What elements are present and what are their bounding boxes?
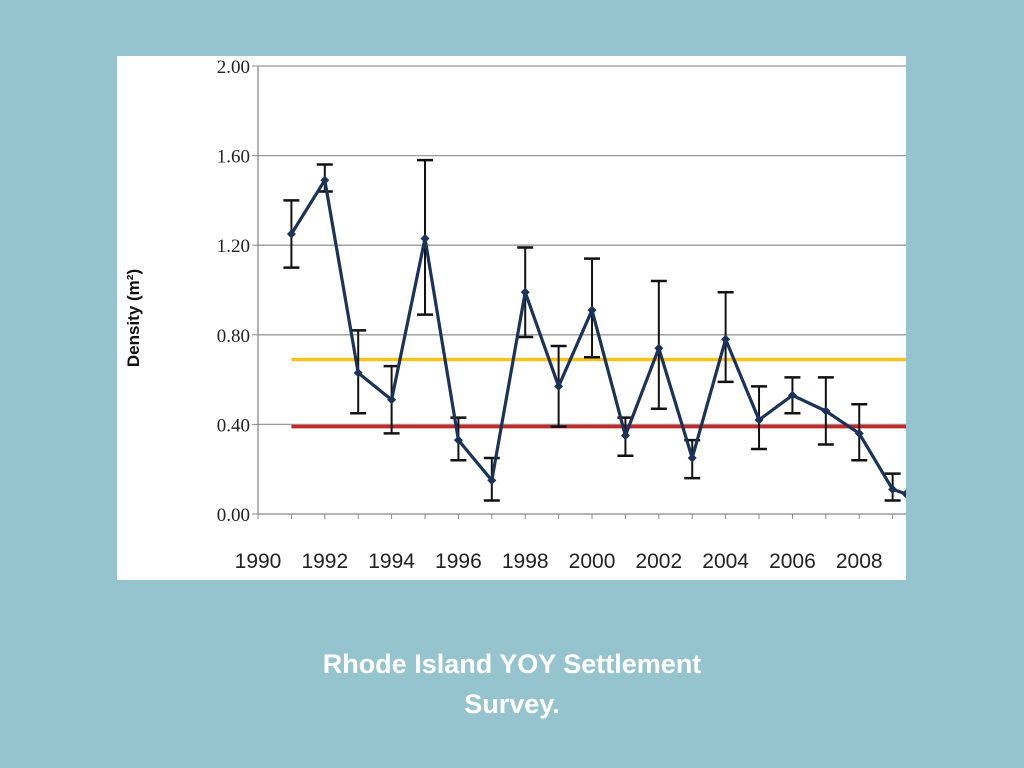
x-tick-label: 1992 xyxy=(301,550,348,573)
grid-layer xyxy=(258,65,906,426)
series-line xyxy=(290,178,906,496)
data-point xyxy=(353,368,363,378)
data-point xyxy=(687,453,697,463)
caption-line-1: Rhode Island YOY Settlement xyxy=(322,649,702,679)
data-point xyxy=(821,406,831,416)
y-tick-label: 0.40 xyxy=(217,415,250,436)
data-point xyxy=(487,475,497,485)
x-tick-label: 2004 xyxy=(702,550,749,573)
slide-caption: Rhode Island YOY Settlement Survey. xyxy=(0,644,1024,724)
x-tick-label: 1998 xyxy=(502,550,549,573)
data-point xyxy=(320,175,330,185)
axis-layer xyxy=(252,65,906,519)
reference-lines xyxy=(291,357,906,429)
data-point xyxy=(387,395,397,405)
data-point xyxy=(554,381,564,391)
data-point xyxy=(420,233,430,243)
x-tick-label: 2006 xyxy=(769,550,816,573)
data-point xyxy=(587,305,597,315)
y-tick-label: 1.20 xyxy=(217,236,250,257)
data-point xyxy=(888,484,898,494)
tick-labels: 0.00 0.40 0.80 1.20 1.60 2.00 1990 1992 1994 1996… xyxy=(217,57,883,573)
chart-panel: 0.00 0.40 0.80 1.20 1.60 2.00 1990 1992 1994 1996… xyxy=(117,56,906,580)
y-axis-label: Density (m²) xyxy=(124,269,143,367)
data-point xyxy=(286,229,296,239)
density-line-chart: 0.00 0.40 0.80 1.20 1.60 2.00 1990 1992 1994 1996… xyxy=(124,57,906,573)
y-tick-label: 0.80 xyxy=(217,326,250,347)
data-point xyxy=(620,431,630,441)
x-tick-label: 2008 xyxy=(836,550,883,573)
data-point xyxy=(453,435,463,445)
data-point xyxy=(901,489,906,499)
series-layer xyxy=(283,158,906,502)
data-point xyxy=(754,415,764,425)
x-tick-label: 2000 xyxy=(569,550,616,573)
y-tick-label: 1.60 xyxy=(217,147,250,168)
x-tick-label: 1996 xyxy=(435,550,482,573)
x-tick-label: 1990 xyxy=(235,550,282,573)
y-tick-label: 0.00 xyxy=(217,505,250,526)
data-point xyxy=(520,287,530,297)
data-point xyxy=(854,428,864,438)
data-point xyxy=(654,343,664,353)
x-tick-label: 1994 xyxy=(368,550,415,573)
data-point xyxy=(721,334,731,344)
y-tick-label: 2.00 xyxy=(217,57,250,78)
caption-line-2: Survey. xyxy=(464,689,560,719)
data-point xyxy=(787,390,797,400)
x-tick-label: 2002 xyxy=(635,550,682,573)
